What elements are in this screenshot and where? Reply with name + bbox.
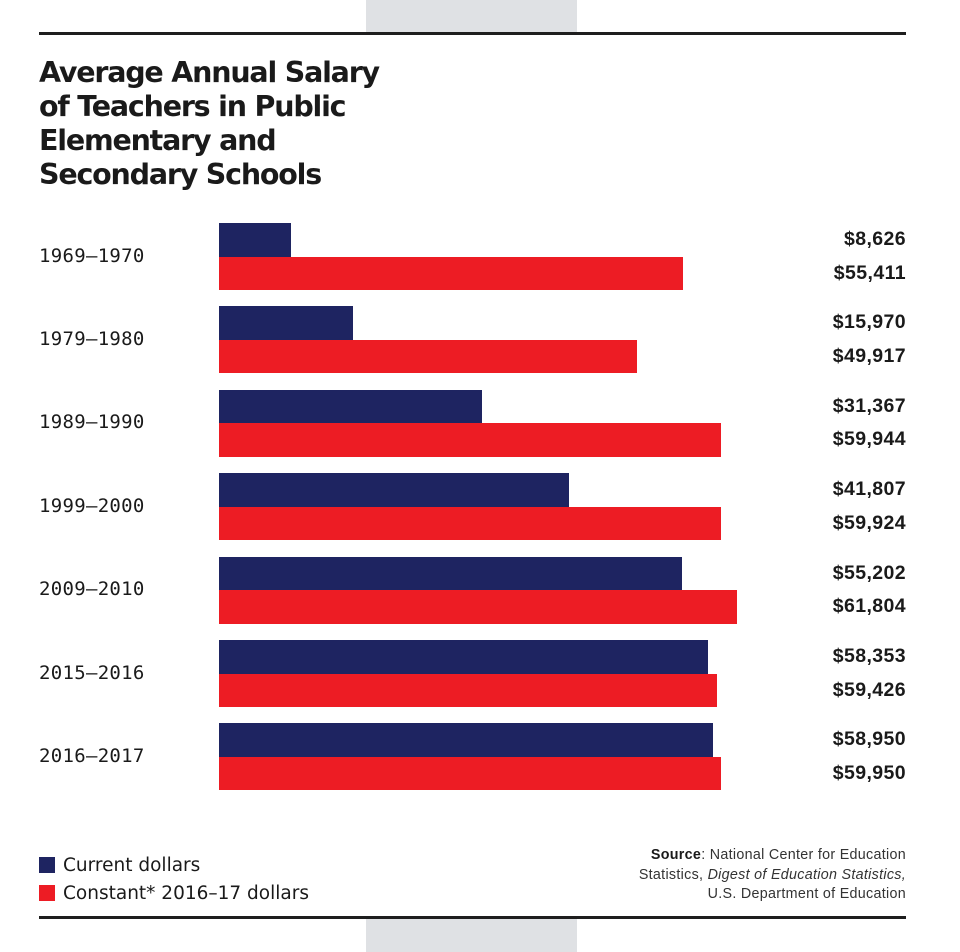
category-label: 1969–1970 xyxy=(39,244,145,267)
page-tab-top xyxy=(366,0,577,33)
legend-label: Current dollars xyxy=(63,854,201,876)
bar-current xyxy=(219,473,569,507)
title-line: of Teachers in Public xyxy=(39,90,347,123)
bar-constant xyxy=(219,756,721,791)
bar-constant xyxy=(219,673,717,707)
chart-title: Average Annual Salary of Teachers in Pub… xyxy=(39,56,439,192)
value-label-constant: $59,950 xyxy=(832,761,906,784)
category-label: 1979–1980 xyxy=(39,327,145,350)
category-label: 2009–2010 xyxy=(39,578,145,601)
bar-current xyxy=(219,223,291,257)
title-line: Secondary Schools xyxy=(39,158,322,191)
bar-current xyxy=(219,389,482,424)
source-text: U.S. Department of Education xyxy=(707,886,906,902)
legend-swatch-current xyxy=(39,857,55,873)
bar-current xyxy=(219,640,708,674)
page-tab-bottom xyxy=(366,919,577,952)
category-label: 2016–2017 xyxy=(39,744,145,767)
source-label: Source xyxy=(650,847,702,863)
title-line: Elementary and xyxy=(39,124,277,157)
value-label-current: $15,970 xyxy=(832,311,906,334)
bar-constant xyxy=(219,590,737,624)
value-label-current: $41,807 xyxy=(832,478,906,501)
top-rule xyxy=(39,32,906,35)
source-note: Source: National Center for Education St… xyxy=(639,846,906,905)
value-label-constant: $59,924 xyxy=(832,511,906,534)
legend: Current dollars Constant* 2016–17 dollar… xyxy=(39,851,309,907)
legend-item-constant: Constant* 2016–17 dollars xyxy=(39,879,309,907)
legend-label: Constant* 2016–17 dollars xyxy=(63,882,309,904)
value-label-current: $31,367 xyxy=(832,394,906,417)
category-label: 1989–1990 xyxy=(39,411,145,434)
title-line: Average Annual Salary xyxy=(39,56,380,89)
value-label-current: $55,202 xyxy=(832,561,906,584)
value-label-constant: $61,804 xyxy=(832,595,906,618)
bar-current xyxy=(219,556,682,591)
source-text: : National Center for Education xyxy=(701,847,906,863)
value-label-constant: $59,944 xyxy=(832,428,906,451)
value-label-current: $58,353 xyxy=(832,645,906,667)
source-text: Statistics, xyxy=(638,866,708,883)
legend-swatch-constant xyxy=(39,885,55,901)
bottom-rule xyxy=(39,916,906,919)
bar-constant xyxy=(219,506,721,541)
bar-constant xyxy=(219,256,683,290)
legend-item-current: Current dollars xyxy=(39,851,309,879)
category-label: 2015–2016 xyxy=(39,661,145,684)
value-label-constant: $49,917 xyxy=(832,344,906,367)
value-label-current: $8,626 xyxy=(843,228,906,250)
value-label-current: $58,950 xyxy=(832,728,906,751)
bar-current xyxy=(219,306,353,340)
bar-current xyxy=(219,723,713,757)
source-publication: Digest of Education Statistics, xyxy=(707,866,906,883)
bar-constant xyxy=(219,423,721,457)
category-label: 1999–2000 xyxy=(39,494,145,517)
value-label-constant: $55,411 xyxy=(833,261,906,284)
value-label-constant: $59,426 xyxy=(832,678,906,701)
bar-constant xyxy=(219,339,637,374)
